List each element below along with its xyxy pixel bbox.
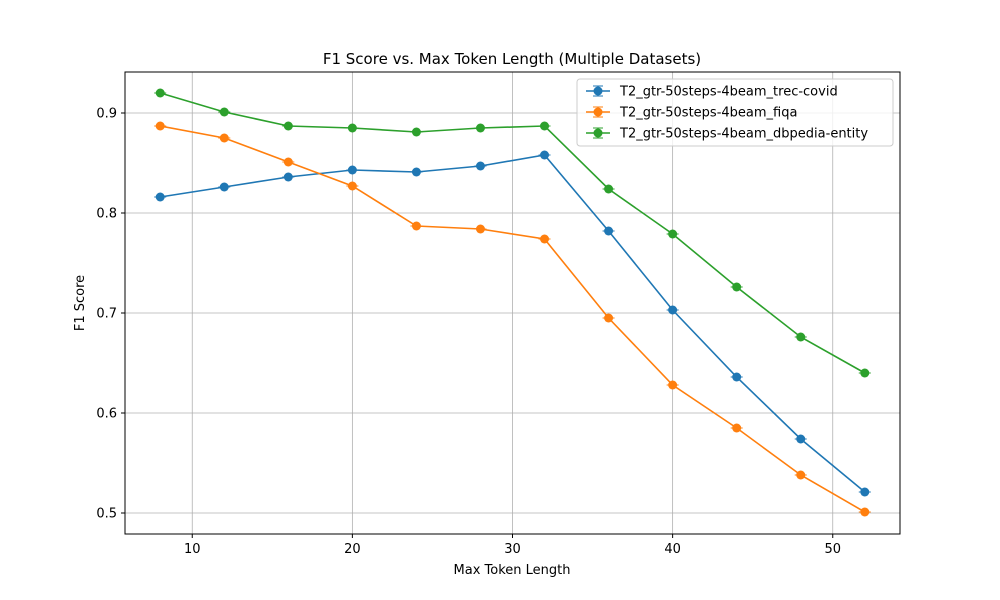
legend-label: T2_gtr-50steps-4beam_dbpedia-entity bbox=[619, 127, 868, 142]
data-point bbox=[155, 121, 165, 131]
series-line bbox=[160, 154, 866, 493]
legend-marker bbox=[593, 86, 603, 96]
data-point bbox=[155, 88, 165, 98]
chart-title: F1 Score vs. Max Token Length (Multiple … bbox=[323, 50, 701, 68]
data-point bbox=[283, 121, 293, 131]
series-layer bbox=[154, 88, 871, 517]
x-tick-label: 20 bbox=[344, 542, 361, 557]
legend: T2_gtr-50steps-4beam_trec-covid T2_gtr-50… bbox=[576, 78, 894, 147]
data-point bbox=[219, 182, 229, 192]
data-point bbox=[860, 487, 870, 497]
y-axis-label: F1 Score bbox=[73, 275, 88, 331]
data-point bbox=[475, 224, 485, 234]
x-tick-label: 30 bbox=[504, 542, 521, 557]
legend-label: T2_gtr-50steps-4beam_trec-covid bbox=[619, 85, 838, 100]
data-point bbox=[732, 423, 742, 433]
y-tick-label: 0.6 bbox=[96, 407, 117, 422]
x-axis-label: Max Token Length bbox=[454, 563, 571, 578]
data-point bbox=[796, 470, 806, 480]
data-point bbox=[219, 133, 229, 143]
data-point bbox=[732, 372, 742, 382]
x-tick-label: 40 bbox=[664, 542, 681, 557]
legend-label: T2_gtr-50steps-4beam_fiqa bbox=[619, 106, 797, 121]
y-tick-label: 0.7 bbox=[96, 307, 117, 322]
series-2 bbox=[154, 88, 871, 378]
series-0 bbox=[154, 150, 871, 497]
data-point bbox=[604, 184, 614, 194]
data-point bbox=[283, 157, 293, 167]
legend-marker bbox=[593, 128, 603, 138]
data-point bbox=[668, 380, 678, 390]
legend-marker bbox=[593, 107, 603, 117]
data-point bbox=[604, 226, 614, 236]
data-point bbox=[604, 313, 614, 323]
data-point bbox=[668, 305, 678, 315]
x-tick-label: 50 bbox=[824, 542, 841, 557]
data-point bbox=[540, 121, 550, 131]
data-point bbox=[475, 161, 485, 171]
data-point bbox=[219, 107, 229, 117]
data-point bbox=[475, 123, 485, 133]
data-point bbox=[347, 181, 357, 191]
data-point bbox=[796, 434, 806, 444]
y-tick-label: 0.9 bbox=[96, 107, 117, 122]
y-tick-label: 0.5 bbox=[96, 507, 117, 522]
data-point bbox=[283, 172, 293, 182]
data-point bbox=[155, 192, 165, 202]
legend-box bbox=[576, 78, 894, 147]
data-point bbox=[347, 165, 357, 175]
data-point bbox=[347, 123, 357, 133]
data-point bbox=[796, 332, 806, 342]
ticks: 10 20 30 40 50 0.5 0.6 0.7 0.8 0.9 bbox=[96, 107, 841, 558]
y-tick-label: 0.8 bbox=[96, 207, 117, 222]
series-line bbox=[159, 92, 866, 374]
series-line bbox=[160, 125, 866, 513]
data-point bbox=[411, 167, 421, 177]
data-point bbox=[540, 234, 550, 244]
data-point bbox=[860, 507, 870, 517]
data-point bbox=[540, 150, 550, 160]
data-point bbox=[732, 282, 742, 292]
data-point bbox=[411, 127, 421, 137]
x-tick-label: 10 bbox=[184, 542, 201, 557]
data-point bbox=[668, 229, 678, 239]
data-point bbox=[860, 368, 870, 378]
data-point bbox=[411, 221, 421, 231]
series-1 bbox=[154, 121, 871, 517]
